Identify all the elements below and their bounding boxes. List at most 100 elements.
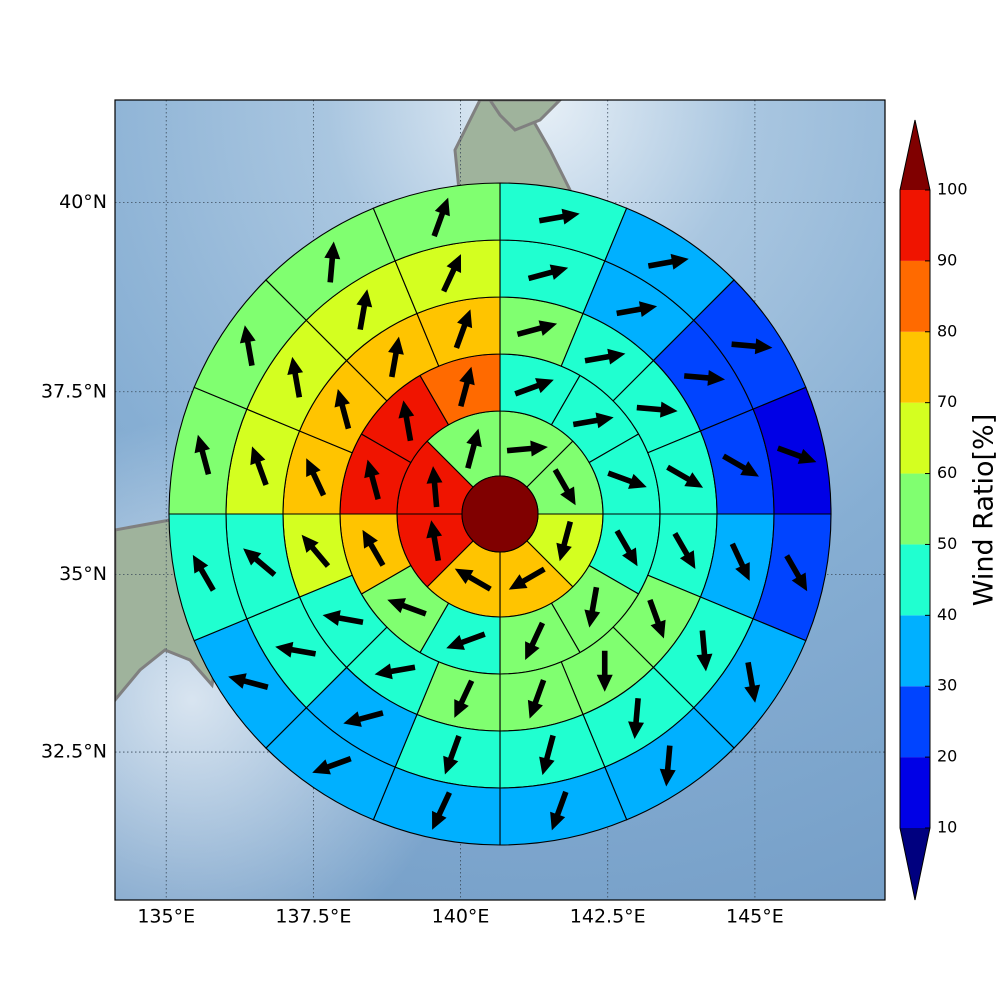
x-tick-label: 142.5°E — [570, 906, 646, 928]
wind-arrow — [454, 679, 475, 718]
wind-grid — [168, 182, 832, 846]
wind-arrow — [362, 529, 386, 567]
colorbar-tick-label: 30 — [937, 676, 957, 695]
wind-arrow — [431, 197, 450, 238]
wind-arrow — [322, 610, 364, 626]
wind-arrow — [443, 735, 462, 775]
wind-arrow — [446, 631, 486, 650]
wind-arrow — [453, 309, 473, 349]
colorbar-segment — [900, 544, 930, 616]
x-tick-label: 145°E — [726, 906, 784, 928]
wind-arrow — [250, 446, 269, 486]
wind-arrow — [614, 529, 638, 567]
center-cell — [461, 475, 539, 553]
wind-arrow — [334, 388, 352, 430]
wind-arrow — [441, 254, 462, 293]
wind-arrow — [596, 650, 613, 692]
wind-arrow — [527, 679, 547, 719]
colorbar-extend-low — [900, 828, 930, 900]
wind-arrow — [550, 790, 569, 831]
island-tip — [488, 100, 563, 132]
wind-arrow — [301, 534, 331, 568]
wind-arrow — [287, 356, 304, 398]
colorbar-segment — [900, 190, 930, 261]
wind-arrow — [465, 428, 482, 469]
wind-arrow — [506, 440, 548, 457]
colorbar-segment — [900, 473, 930, 545]
wind-arrow — [312, 756, 352, 775]
colorbar-tick-label: 10 — [937, 818, 957, 837]
wind-arrow — [744, 661, 761, 703]
x-tick-label: 135°E — [137, 906, 195, 928]
colorbar-segment — [900, 402, 930, 474]
wind-arrow — [243, 548, 277, 577]
colorbar-segment — [900, 260, 930, 332]
wind-arrow — [192, 554, 216, 592]
wind-arrow — [628, 697, 645, 740]
colorbar-tick-label: 100 — [937, 180, 968, 199]
wind-arrow — [432, 791, 452, 830]
colorbar: 10 20 30 40 50 60 70 80 90 100 — [899, 119, 968, 901]
wind-arrow — [306, 458, 327, 497]
wind-arrow — [731, 338, 773, 355]
y-tick-label: 40°N — [59, 191, 107, 213]
wind-arrow — [538, 208, 580, 225]
colorbar-tick-label: 90 — [937, 250, 957, 269]
wind-arrow — [356, 289, 373, 331]
wind-arrow — [666, 464, 704, 488]
colorbar-segment — [900, 615, 930, 687]
axis-ticks: 135°E 137.5°E 140°E 142.5°E 145°E 32.5°N 35°N 3… — [41, 191, 784, 927]
wind-arrow — [647, 598, 666, 639]
wind-arrow — [659, 745, 676, 787]
wind-arrow — [398, 400, 415, 442]
y-tick-label: 35°N — [59, 563, 107, 585]
wind-arrow — [584, 348, 626, 365]
wind-arrow — [239, 325, 256, 367]
colorbar-tick-label: 40 — [937, 605, 957, 624]
y-tick-label: 32.5°N — [41, 741, 107, 763]
colorbar-tick-label: 20 — [937, 747, 957, 766]
wind-arrow — [636, 401, 678, 418]
wind-arrow — [364, 459, 381, 501]
wind-arrow — [194, 434, 212, 476]
wind-arrow — [228, 673, 269, 690]
colorbar-extend-high — [900, 120, 930, 190]
wind-arrow — [275, 641, 317, 658]
colorbar-tick-label: 70 — [937, 392, 957, 411]
wind-arrow — [616, 301, 658, 318]
y-tick-label: 37.5°N — [41, 380, 107, 402]
wind-arrow — [343, 710, 384, 727]
wind-arrow — [722, 453, 759, 477]
wind-arrow — [525, 621, 546, 661]
wind-arrows — [192, 197, 817, 831]
wind-arrow — [572, 412, 614, 429]
wind-arrow — [556, 520, 574, 562]
wind-arrow — [426, 466, 443, 508]
wind-arrow — [672, 532, 696, 569]
wind-arrow — [458, 366, 475, 408]
colorbar-tick-label: 50 — [937, 534, 957, 553]
axes-frame — [114, 99, 886, 901]
colorbar-segment — [900, 686, 930, 758]
wind-arrow — [539, 734, 556, 776]
wind-arrow — [516, 320, 558, 338]
wind-arrow — [784, 554, 808, 592]
wind-arrow — [514, 378, 554, 397]
wind-arrow — [324, 241, 341, 283]
colorbar-tick-label: 80 — [937, 321, 957, 340]
colorbar-label: Wind Ratio[%] — [969, 414, 1000, 606]
colorbar-segment — [900, 757, 930, 828]
wind-arrow — [527, 264, 569, 282]
wind-arrow — [388, 336, 404, 378]
wind-arrow — [729, 542, 750, 581]
wind-arrow — [552, 468, 576, 506]
wind-arrow — [374, 663, 416, 680]
wind-arrow — [426, 520, 443, 562]
x-tick-label: 137.5°E — [275, 906, 351, 928]
wind-arrow — [508, 566, 546, 590]
wind-arrow — [607, 470, 647, 489]
wind-arrow — [647, 253, 689, 270]
wind-arrow — [584, 586, 601, 628]
wind-arrow — [776, 445, 817, 464]
